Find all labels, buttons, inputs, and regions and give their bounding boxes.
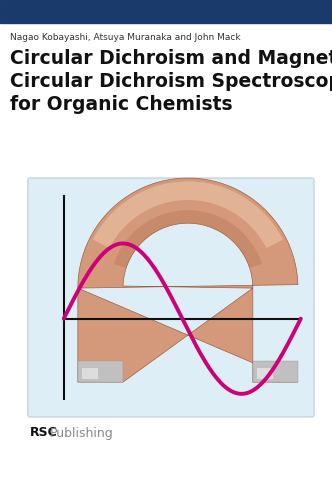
Bar xyxy=(82,368,98,379)
FancyBboxPatch shape xyxy=(28,178,314,417)
PathPatch shape xyxy=(114,210,262,268)
Bar xyxy=(257,368,273,379)
Text: RSC: RSC xyxy=(30,426,58,440)
PathPatch shape xyxy=(78,178,298,382)
Bar xyxy=(78,362,123,382)
PathPatch shape xyxy=(93,182,283,248)
Bar xyxy=(253,362,298,382)
Text: Publishing: Publishing xyxy=(50,426,114,440)
Text: Circular Dichroism and Magnetic
Circular Dichroism Spectroscopy
for Organic Chem: Circular Dichroism and Magnetic Circular… xyxy=(10,48,332,114)
Bar xyxy=(0,0,332,22)
Text: Nagao Kobayashi, Atsuya Muranaka and John Mack: Nagao Kobayashi, Atsuya Muranaka and Joh… xyxy=(10,32,241,42)
